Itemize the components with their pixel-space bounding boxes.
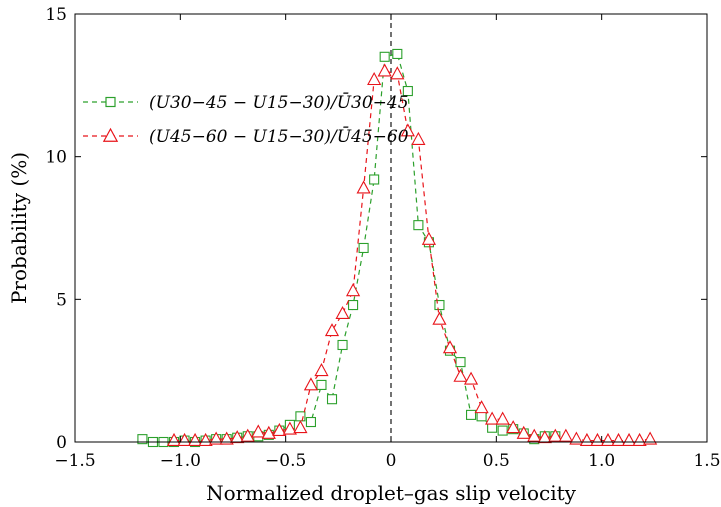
legend-label-series-1: (U30−45 − U15−30)/Ū30−45 xyxy=(149,92,409,113)
y-tick-label: 15 xyxy=(45,5,67,25)
x-tick-label: 1.0 xyxy=(588,451,615,471)
data-point xyxy=(600,432,616,446)
data-point xyxy=(392,48,403,59)
data-point xyxy=(516,425,531,439)
y-tick-label: 10 xyxy=(45,148,67,168)
data-point xyxy=(230,430,245,444)
data-point xyxy=(345,283,361,297)
data-point xyxy=(379,51,390,62)
data-point xyxy=(432,311,447,325)
data-point xyxy=(474,400,489,414)
data-point xyxy=(358,242,369,254)
legend-label-series-2: (U45−60 − U15−30)/Ū45−60 xyxy=(149,126,409,147)
data-point xyxy=(219,431,234,445)
data-point xyxy=(369,174,380,185)
data-point xyxy=(434,299,445,311)
data-point xyxy=(177,432,192,446)
data-point xyxy=(282,421,297,435)
data-point xyxy=(579,432,595,446)
data-point xyxy=(497,425,508,436)
data-point xyxy=(621,432,637,446)
tick-layer: −1.5 −1.0 −0.5 0 0.5 1.0 1.5 0 5 10 15 xyxy=(45,5,720,471)
data-point xyxy=(137,434,148,445)
y-axis-label: Probability (%) xyxy=(7,152,31,304)
x-axis-label: Normalized droplet–gas slip velocity xyxy=(206,481,577,505)
data-point xyxy=(303,377,319,391)
legend-entry: (U45−60 − U15−30)/Ū45−60 xyxy=(83,126,409,147)
data-point xyxy=(314,363,329,377)
x-tick-label: 1.5 xyxy=(693,451,720,471)
data-point xyxy=(421,231,437,245)
data-point xyxy=(558,428,573,442)
data-point xyxy=(335,305,350,320)
data-point xyxy=(453,368,468,382)
data-point xyxy=(527,428,542,442)
data-point xyxy=(295,411,306,422)
data-point xyxy=(455,357,466,368)
data-point xyxy=(495,411,510,425)
y-tick-label: 0 xyxy=(56,433,67,453)
data-point xyxy=(506,420,521,434)
data-point xyxy=(411,131,426,145)
data-point xyxy=(251,424,266,438)
data-point xyxy=(632,432,647,446)
legend-entry: (U30−45 − U15−30)/Ū30−45 xyxy=(83,92,409,113)
data-point xyxy=(198,432,213,446)
data-point xyxy=(548,428,563,442)
data-point xyxy=(537,430,552,444)
data-point xyxy=(240,428,255,442)
data-point xyxy=(466,409,477,420)
data-point xyxy=(337,339,348,351)
data-point xyxy=(400,123,415,137)
data-point xyxy=(293,420,308,434)
series-2 xyxy=(166,63,658,446)
data-point xyxy=(356,180,371,194)
data-point xyxy=(367,71,382,86)
data-point xyxy=(485,411,500,425)
data-point xyxy=(316,379,327,390)
legend-marker-square xyxy=(105,96,116,108)
y-tick-label: 5 xyxy=(56,290,67,310)
data-point xyxy=(324,323,340,337)
x-tick-label: 0.5 xyxy=(483,451,510,471)
x-tick-label: −1.5 xyxy=(54,451,95,471)
data-point xyxy=(326,394,338,405)
data-point xyxy=(413,220,424,231)
legend-marker-triangle xyxy=(102,127,119,142)
legend: (U30−45 − U15−30)/Ū30−45 (U45−60 − U15−3… xyxy=(83,92,409,147)
data-point xyxy=(442,340,458,354)
data-point xyxy=(348,299,359,311)
x-tick-label: 0 xyxy=(386,451,397,471)
series-layer xyxy=(137,48,658,448)
data-point xyxy=(166,432,182,446)
data-point xyxy=(305,416,316,428)
data-point xyxy=(261,425,276,439)
data-point xyxy=(463,371,479,385)
data-point xyxy=(611,432,626,446)
x-tick-label: −1.0 xyxy=(160,451,201,471)
data-point xyxy=(569,431,584,445)
data-point xyxy=(590,432,605,446)
data-point xyxy=(377,63,392,77)
data-point xyxy=(402,85,413,97)
x-tick-label: −0.5 xyxy=(265,451,306,471)
data-point xyxy=(272,422,287,437)
data-point xyxy=(390,66,405,80)
data-point xyxy=(643,431,658,445)
data-point xyxy=(187,432,203,446)
data-point xyxy=(209,431,224,445)
